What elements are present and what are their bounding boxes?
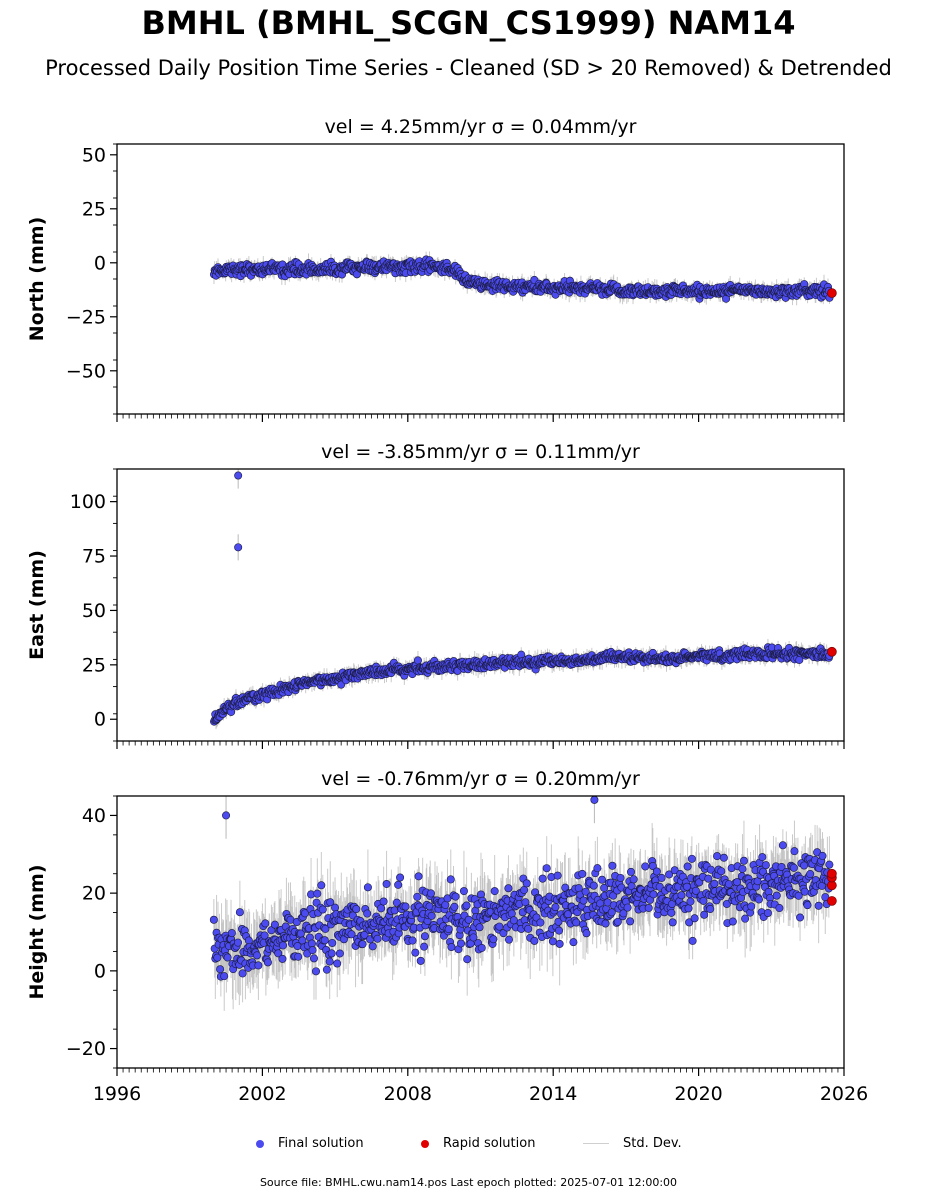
final-point (308, 946, 317, 955)
final-point (312, 967, 321, 976)
panel-title: vel = 4.25mm/yr σ = 0.04mm/yr (325, 116, 637, 138)
chart-panel-2: vel = -3.85mm/yr σ = 0.11mm/yr East (mm) 0… (26, 441, 845, 749)
chart-panel-3: vel = -0.76mm/yr σ = 0.20mm/yr Height (mm… (26, 768, 868, 1105)
std-dev-bars (213, 469, 830, 730)
final-point (321, 924, 330, 933)
final-point (301, 909, 310, 918)
rapid-solution-points (827, 288, 837, 298)
final-solution-points (209, 796, 834, 981)
y-tick-label: 75 (82, 546, 106, 568)
final-point (307, 939, 316, 948)
y-axis-label: East (mm) (26, 550, 48, 660)
final-point (320, 936, 329, 945)
final-point (223, 953, 232, 962)
y-axis-label: Height (mm) (26, 864, 48, 999)
final-point (279, 941, 288, 950)
final-point (313, 889, 322, 898)
y-tick-label: 0 (94, 709, 106, 731)
final-point (795, 655, 804, 664)
data-layer (210, 469, 837, 730)
y-tick-label: −25 (66, 306, 106, 328)
final-point (235, 908, 244, 917)
final-point (274, 949, 283, 958)
y-axis-label: North (mm) (26, 217, 48, 342)
final-point (294, 952, 303, 961)
plots-area: vel = 4.25mm/yr σ = 0.04mm/yr North (mm)−… (26, 116, 868, 1105)
y-tick-label: 100 (70, 491, 106, 513)
final-point (252, 951, 261, 960)
final-point (309, 954, 318, 963)
rapid-point (827, 288, 837, 298)
rapid-point (827, 646, 837, 657)
final-point (318, 905, 327, 914)
y-tick-label: 0 (94, 252, 106, 274)
data-layer (209, 796, 837, 1011)
panel-title: vel = -0.76mm/yr σ = 0.20mm/yr (321, 768, 640, 790)
chart-panel-1: vel = 4.25mm/yr σ = 0.04mm/yr North (mm)−… (26, 116, 845, 422)
outlier-point (234, 471, 243, 480)
final-point (220, 972, 229, 981)
final-point (261, 919, 270, 928)
y-tick-label: 25 (82, 198, 106, 220)
final-solution-points (210, 471, 834, 726)
final-point (213, 953, 222, 962)
outlier-point (234, 543, 243, 552)
panel-title: vel = -3.85mm/yr σ = 0.11mm/yr (321, 441, 640, 463)
final-point (254, 961, 263, 970)
y-tick-label: 25 (82, 654, 106, 676)
rapid-solution-points (827, 646, 837, 657)
final-point (238, 969, 247, 978)
final-point (260, 931, 269, 940)
final-point (270, 920, 279, 929)
figure-subtitle: Processed Daily Position Time Series - C… (45, 56, 892, 80)
final-point (413, 656, 422, 665)
final-solution-points (209, 255, 834, 303)
y-tick-label: 50 (82, 600, 106, 622)
figure-title: BMHL (BMHL_SCGN_CS1999) NAM14 (141, 4, 796, 42)
final-point (317, 881, 326, 890)
y-tick-label: 50 (82, 144, 106, 166)
final-point (278, 954, 287, 963)
final-point (234, 938, 243, 947)
y-tick-label: −50 (66, 360, 106, 382)
final-point (263, 958, 272, 967)
final-point (209, 915, 218, 924)
data-layer (209, 251, 837, 306)
final-point (216, 965, 225, 974)
final-point (227, 929, 236, 938)
